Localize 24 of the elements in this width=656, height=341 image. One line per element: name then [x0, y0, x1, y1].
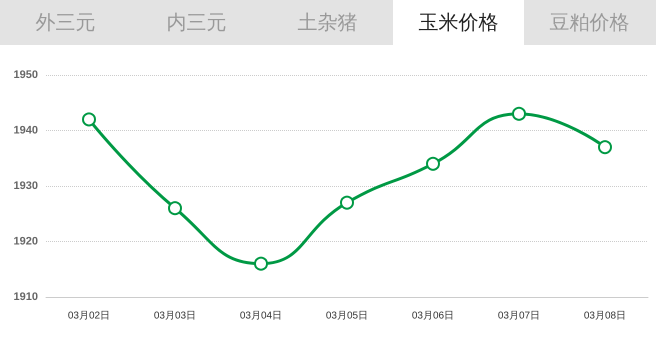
x-tick-label: 03月05日 [326, 310, 368, 322]
x-tick-label: 03月07日 [498, 310, 540, 322]
x-tick-label: 03月06日 [412, 310, 454, 322]
x-tick-label: 03月04日 [240, 310, 282, 322]
text: 内三元 [166, 9, 228, 36]
point [512, 106, 526, 121]
point [168, 201, 182, 216]
point [82, 112, 96, 126]
text: 土杂猪 [296, 9, 358, 36]
point [426, 156, 440, 171]
y-tick-label: 1920 [14, 236, 38, 248]
x-tick-label: 03月08日 [584, 310, 626, 322]
x-tick-label: 03月02日 [68, 310, 110, 322]
point [598, 140, 612, 154]
y-tick-label: 1940 [14, 124, 38, 136]
y-tick-label: 1930 [14, 180, 38, 192]
text: 外三元 [34, 9, 96, 36]
y-tick-label: 1950 [14, 69, 38, 81]
text: 豆粕价格 [548, 9, 630, 36]
y-tick-label: 1910 [14, 291, 38, 303]
x-tick-label: 03月03日 [154, 310, 196, 322]
point [254, 256, 268, 271]
text: 玉米价格 [393, 0, 524, 45]
point [340, 196, 354, 210]
